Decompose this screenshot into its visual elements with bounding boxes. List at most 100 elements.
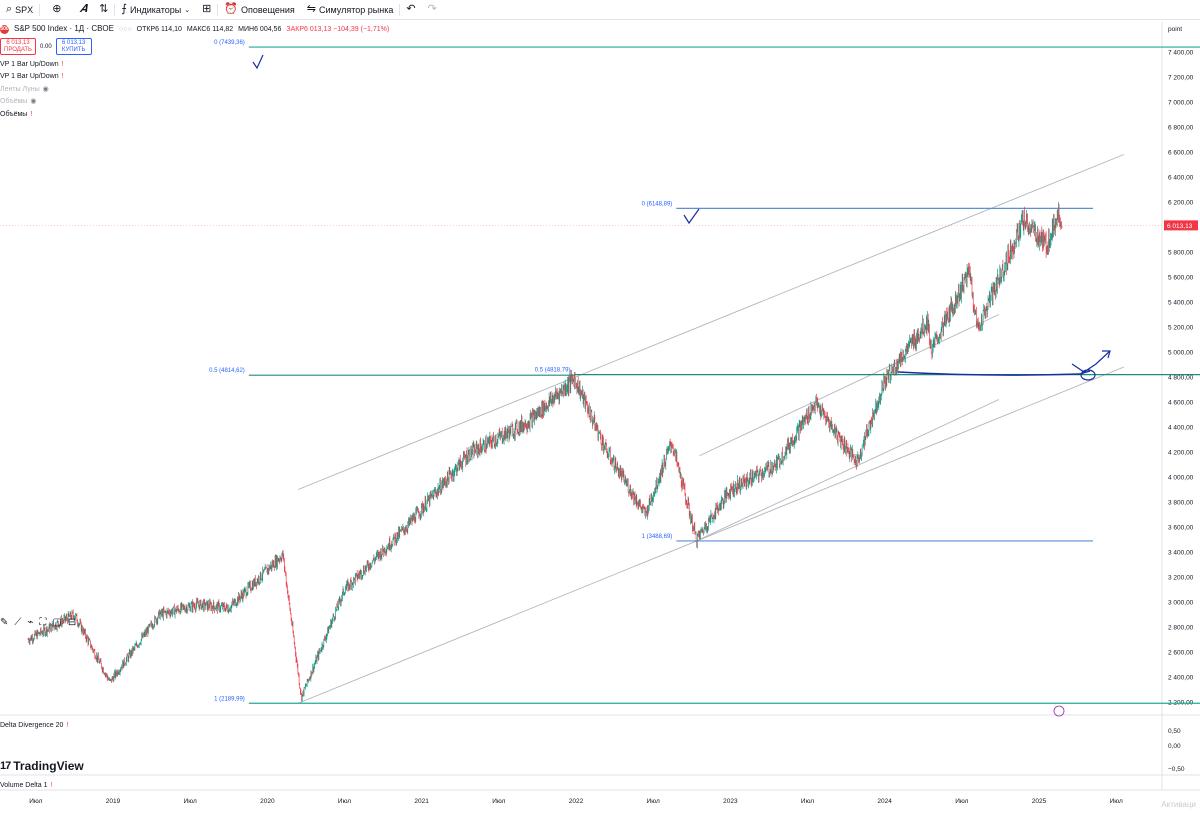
sell-label: ПРОДАТЬ [4, 46, 32, 53]
volume-delta-label[interactable]: Volume Delta 1 ! [0, 782, 52, 789]
y-tick-label: 7 400,00 [1168, 50, 1194, 57]
y-tick-label: 4 200,00 [1168, 450, 1194, 457]
checkmark-annotation [683, 208, 700, 225]
hidden-eye-icon[interactable]: ◉ [42, 85, 49, 93]
last-price-label: 6 013,13 [1167, 223, 1193, 230]
y-tick-label: 4 000,00 [1168, 475, 1194, 482]
trend-line[interactable] [699, 314, 1000, 457]
replay-label: Симулятор рынка [318, 4, 394, 15]
fib-level-label: 1 (2189,99) [214, 696, 245, 702]
compare-button[interactable]: ⊕ [40, 0, 73, 20]
y-tick-label: 6 800,00 [1168, 125, 1194, 132]
tv-name: TradingView [13, 759, 84, 773]
polyline-icon[interactable]: ⌁ [27, 617, 34, 628]
undo-icon: ↶ [406, 3, 416, 15]
pencil-icon[interactable]: ✎ [0, 617, 9, 628]
candles-group [27, 202, 1063, 702]
y-tick-label: 7 000,00 [1168, 100, 1194, 107]
ohlc-low: МИН6 004,56 [238, 25, 282, 33]
indicator-item[interactable]: Объёмы ◉ [0, 96, 389, 109]
pane-name: Volume Delta 1 [0, 782, 48, 789]
symbol-search[interactable]: ⌕ SPX [0, 0, 39, 20]
y-tick-label: 5 000,00 [1168, 350, 1194, 357]
y-axis-title: point [1168, 26, 1182, 33]
warning-icon: ! [61, 60, 64, 68]
trendline-icon[interactable]: ⟋ [14, 617, 22, 628]
indicators-button[interactable]: ⨍ Индикаторы ⌄ [115, 0, 196, 20]
tradingview-logo[interactable]: 17 TradingView [0, 759, 84, 773]
x-tick-label: 2025 [1032, 798, 1047, 805]
spread-value: 0.00 [40, 43, 52, 50]
indicator-name: VP 1 Bar Up/Down [0, 60, 59, 68]
redo-button[interactable]: ↷ [422, 0, 443, 20]
y-tick-label: 3 400,00 [1168, 550, 1194, 557]
chart-title[interactable]: S&P 500 Index · 1Д · CBOE [14, 24, 114, 33]
templates-button[interactable]: ⊞ [196, 0, 217, 20]
buy-price: 6 013,13 [62, 40, 86, 46]
x-tick-label: Июл [29, 798, 42, 805]
pane-tick-label: 0,50 [1168, 728, 1181, 735]
indicator-item[interactable]: VP 1 Bar Up/Down ! [0, 58, 389, 71]
indicator-item[interactable]: VP 1 Bar Up/Down ! [0, 71, 389, 84]
buy-button[interactable]: 6 013,13 КУПИТЬ [55, 38, 92, 56]
x-tick-label: Июл [1110, 798, 1123, 805]
measure-icon[interactable]: ⊟ [67, 617, 77, 628]
alerts-label: Оповещения [241, 4, 295, 15]
y-tick-label: 2 800,00 [1168, 625, 1194, 632]
warning-icon: ! [30, 110, 33, 118]
pane-tick-label: −0,50 [1168, 766, 1185, 773]
x-tick-label: Июл [338, 798, 351, 805]
y-tick-label: 3 600,00 [1168, 525, 1194, 532]
candles-icon: 𝑨 [79, 3, 88, 15]
alarm-icon: ⏰ [224, 3, 238, 15]
y-tick-label: 4 600,00 [1168, 400, 1194, 407]
undo-button[interactable]: ↶ [400, 0, 421, 20]
tv-mark: 17 [0, 760, 11, 772]
indicator-name: Ленты Луны [0, 85, 40, 93]
pane-tick-label: 0,00 [1168, 743, 1181, 750]
trend-line[interactable] [696, 399, 1000, 542]
sell-button[interactable]: 6 013,13 ПРОДАТЬ [0, 38, 36, 56]
ohlc-high: МАКС6 114,82 [186, 25, 234, 33]
trade-buttons: 6 013,13 ПРОДАТЬ 0.00 6 013,13 КУПИТЬ [0, 38, 389, 56]
checkmark-annotation [252, 54, 264, 70]
divider [399, 3, 401, 16]
grid-icon: ⊞ [202, 3, 212, 15]
pane-name: Delta Divergence 20 [0, 722, 64, 729]
indicators-icon: ⨍ [121, 3, 128, 15]
chart-legend: 500 S&P 500 Index · 1Д · CBOE ○○○ ОТКР6 … [0, 22, 389, 121]
price-chart[interactable]: point 7 400,00 7 200,00 7 000,00 6 800,00 6 6… [0, 22, 1200, 813]
divider [39, 3, 41, 16]
delta-divergence-label[interactable]: Delta Divergence 20 ! [0, 722, 68, 729]
interval-button[interactable]: ⇅ [93, 0, 114, 20]
y-tick-label: 5 600,00 [1168, 275, 1194, 282]
trend-line[interactable] [298, 154, 1125, 490]
y-tick-label: 4 800,00 [1168, 375, 1194, 382]
x-tick-label: Июл [647, 798, 660, 805]
hidden-eye-icon[interactable]: ◉ [30, 98, 37, 106]
trend-line[interactable] [298, 366, 1125, 704]
x-tick-label: 2022 [569, 798, 584, 805]
fib-level-label: 0 (7439,36) [214, 40, 245, 46]
x-tick-label: Июл [492, 798, 505, 805]
rectangle-icon[interactable]: ▢ [52, 617, 62, 628]
chart-type-button[interactable]: 𝑨 [73, 0, 93, 20]
indicator-item[interactable]: Ленты Луны ◉ [0, 83, 389, 96]
indicator-name: VP 1 Bar Up/Down [0, 73, 59, 81]
alerts-button[interactable]: ⏰ Оповещения [218, 0, 300, 20]
x-tick-label: 2019 [106, 798, 121, 805]
x-tick-label: 2021 [414, 798, 429, 805]
replay-button[interactable]: ⇋ Симулятор рынка [301, 0, 400, 20]
arrowhead-annotation [1102, 350, 1111, 359]
chart-pattern-icon[interactable]: ⛶ [39, 617, 47, 628]
event-marker-icon[interactable] [1053, 705, 1065, 717]
fib-level-label: 0.5 (4818,79) [535, 368, 571, 374]
redo-icon: ↷ [427, 3, 437, 15]
sell-price: 6 013,13 [6, 40, 30, 46]
x-tick-label: Июл [955, 798, 968, 805]
top-toolbar: ⌕ SPX ⊕ 𝑨 ⇅ ⨍ Индикаторы ⌄ ⊞ ⏰ Оповещени… [0, 0, 1200, 20]
indicator-item[interactable]: Объёмы ! [0, 108, 389, 121]
warning-icon: ! [66, 722, 69, 729]
activation-watermark: Активаци [1161, 800, 1196, 809]
